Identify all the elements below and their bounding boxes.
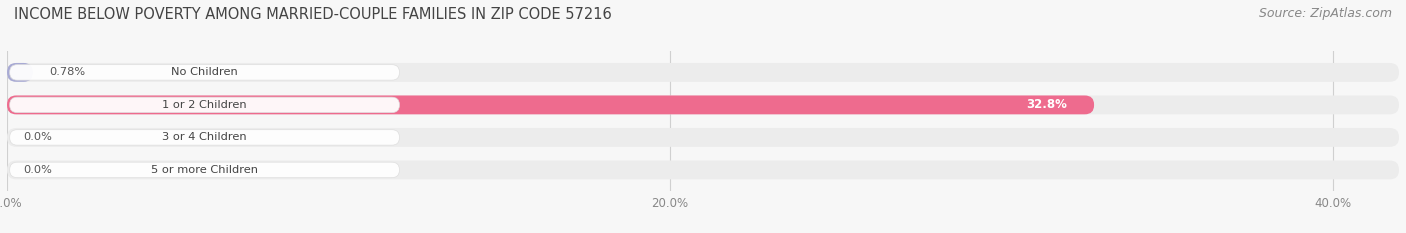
Text: No Children: No Children [172,67,238,77]
FancyBboxPatch shape [7,63,32,82]
FancyBboxPatch shape [7,128,1399,147]
Text: 0.78%: 0.78% [49,67,86,77]
FancyBboxPatch shape [7,96,1399,114]
Text: 3 or 4 Children: 3 or 4 Children [162,132,247,142]
FancyBboxPatch shape [10,65,399,80]
Text: 0.0%: 0.0% [24,165,52,175]
Text: 5 or more Children: 5 or more Children [150,165,259,175]
Text: Source: ZipAtlas.com: Source: ZipAtlas.com [1258,7,1392,20]
FancyBboxPatch shape [10,130,399,145]
Text: INCOME BELOW POVERTY AMONG MARRIED-COUPLE FAMILIES IN ZIP CODE 57216: INCOME BELOW POVERTY AMONG MARRIED-COUPL… [14,7,612,22]
FancyBboxPatch shape [7,63,1399,82]
Text: 0.0%: 0.0% [24,132,52,142]
FancyBboxPatch shape [10,162,399,178]
Text: 32.8%: 32.8% [1026,98,1067,111]
FancyBboxPatch shape [7,161,1399,179]
Text: 1 or 2 Children: 1 or 2 Children [162,100,247,110]
FancyBboxPatch shape [10,97,399,113]
FancyBboxPatch shape [7,96,1094,114]
